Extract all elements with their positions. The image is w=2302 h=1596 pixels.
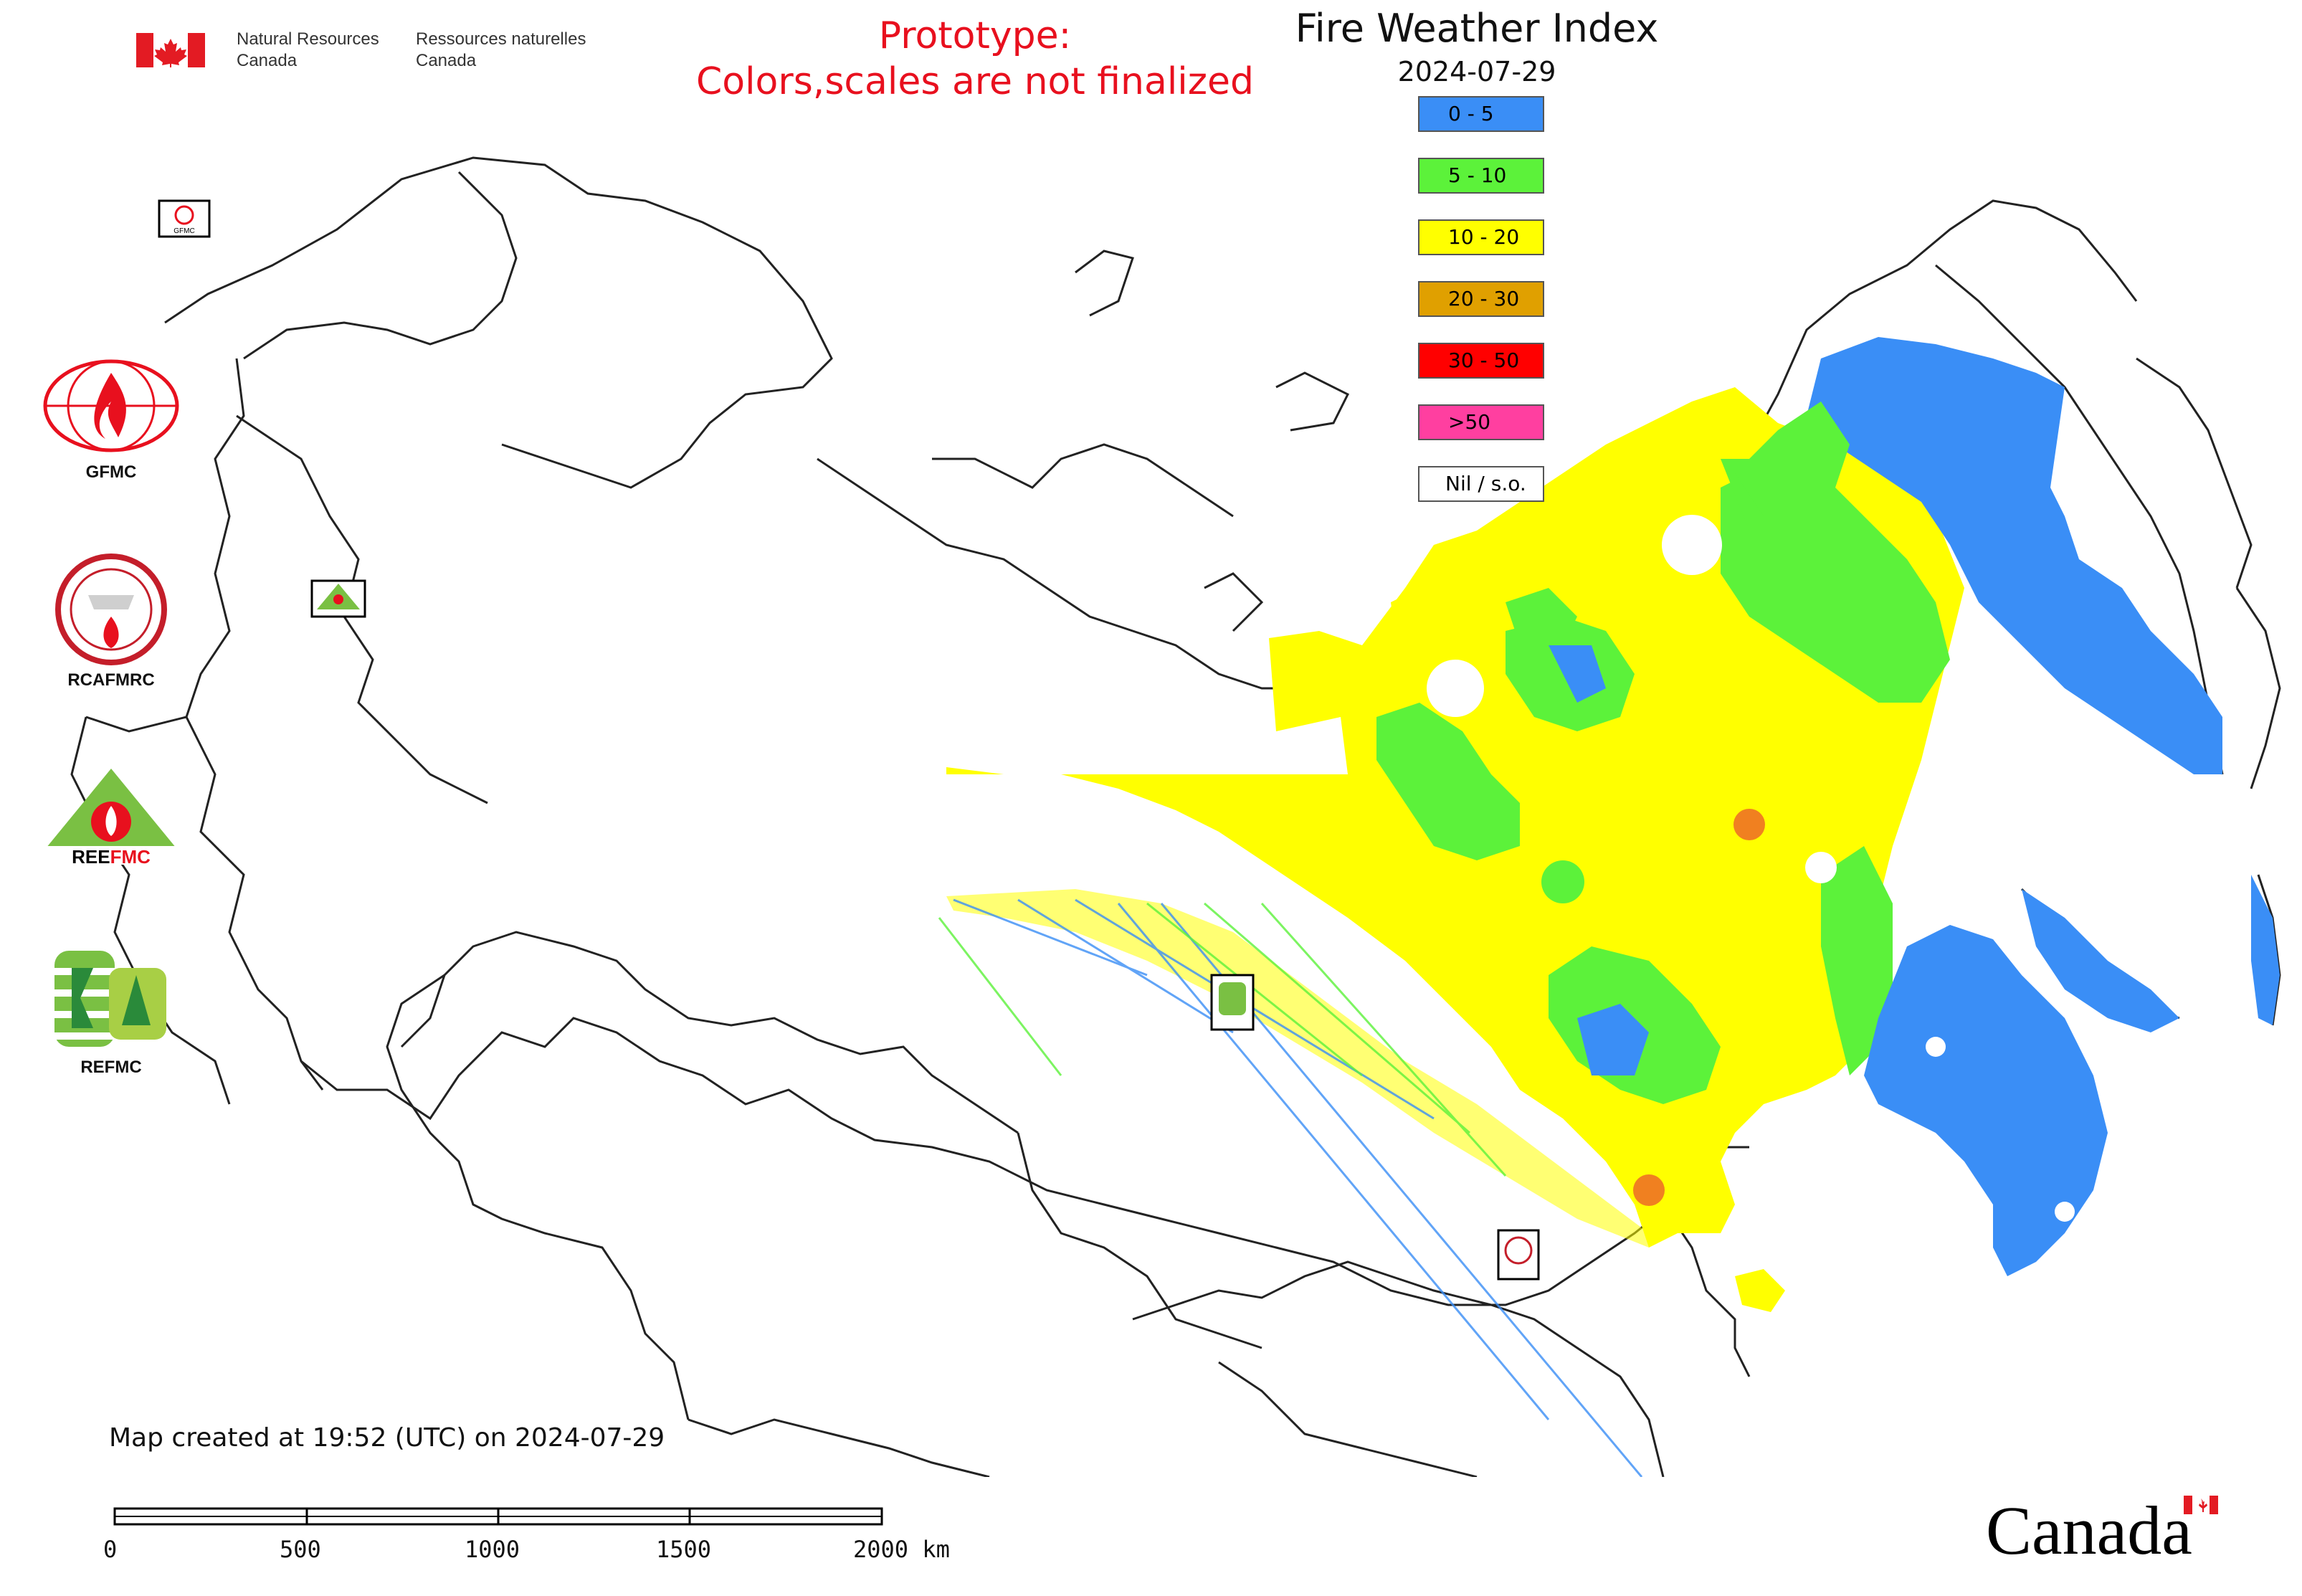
- logo-refmc[interactable]: REFMC: [29, 946, 194, 1078]
- refmc-logo-icon: [54, 951, 166, 1047]
- agency-en-line1: Natural Resources: [237, 29, 379, 49]
- legend-item-0-5: 0 - 5: [1418, 96, 1544, 132]
- map-marker-gfmc[interactable]: GFMC: [158, 199, 211, 238]
- legend-label: 30 - 50: [1448, 348, 1520, 372]
- logo-gfmc[interactable]: GFMC: [29, 358, 194, 483]
- logo-label-rcafmrc: RCAFMRC: [67, 670, 155, 690]
- logo-label-gfmc: GFMC: [85, 462, 137, 482]
- legend-label: 5 - 10: [1448, 163, 1507, 187]
- nrcan-signature: Natural Resources Canada Ressources natu…: [136, 29, 638, 75]
- legend-item-10-20: 10 - 20: [1418, 219, 1544, 255]
- legend-label: 0 - 5: [1448, 102, 1494, 125]
- gfmc-logo-icon: [43, 359, 179, 452]
- fwi-raster: [938, 337, 2280, 1477]
- legend-item-50-plus: >50: [1418, 404, 1544, 440]
- agency-fr-line1: Ressources naturelles: [416, 29, 586, 49]
- logo-label-refmc: REFMC: [80, 1058, 142, 1077]
- scale-bar: 0 500 1000 1500 2000 km: [103, 1501, 968, 1587]
- legend-label: Nil / s.o.: [1445, 472, 1526, 495]
- reefmc-logo-icon: REEFMC: [37, 769, 186, 868]
- agency-en-line2: Canada: [237, 51, 298, 70]
- svg-text:REEFMC: REEFMC: [72, 846, 151, 868]
- canada-wordmark-flag-icon: [2184, 1496, 2218, 1514]
- legend-item-20-30: 20 - 30: [1418, 281, 1544, 317]
- rcafmrc-logo-icon: [55, 554, 167, 665]
- agency-fr-line2: Canada: [416, 51, 477, 70]
- country-boundaries: [70, 156, 2281, 1477]
- canada-flag-icon: [136, 33, 205, 67]
- legend-item-5-10: 5 - 10: [1418, 158, 1544, 194]
- map-marker-refmc[interactable]: [1210, 974, 1255, 1031]
- canada-wordmark: Canada: [1986, 1491, 2230, 1570]
- prototype-notice: Prototype: Colors,scales are not finaliz…: [660, 13, 1290, 105]
- scale-label-1500: 1500: [656, 1536, 712, 1563]
- prototype-line2: Colors,scales are not finalized: [695, 60, 1255, 103]
- scale-label-2000-km: 2000 km: [853, 1536, 950, 1563]
- legend-item-30-50: 30 - 50: [1418, 343, 1544, 379]
- scale-label-1000: 1000: [465, 1536, 520, 1563]
- legend-label: >50: [1448, 410, 1491, 434]
- legend-item-nil: Nil / s.o.: [1418, 466, 1544, 502]
- legend-label: 10 - 20: [1448, 225, 1520, 249]
- scale-label-500: 500: [280, 1536, 321, 1563]
- logo-reefmc[interactable]: REEFMC: [29, 763, 194, 873]
- canada-wordmark-text: Canada: [1986, 1492, 2192, 1569]
- scale-bar-graphic: [113, 1507, 883, 1526]
- prototype-line1: Prototype:: [878, 14, 1072, 57]
- map-marker-reefmc[interactable]: [310, 579, 366, 618]
- fwi-map[interactable]: GFMC: [0, 86, 2302, 1477]
- legend-label: 20 - 30: [1448, 287, 1520, 310]
- marker-label: GFMC: [173, 227, 194, 235]
- logo-rcafmrc[interactable]: RCAFMRC: [29, 552, 194, 691]
- map-date: 2024-07-29: [1397, 56, 1556, 87]
- scale-label-0: 0: [103, 1536, 118, 1563]
- map-marker-rcafmrc[interactable]: [1497, 1229, 1540, 1281]
- map-title: Fire Weather Index: [1295, 6, 1659, 51]
- map-created-text: Map created at 19:52 (UTC) on 2024-07-29: [109, 1423, 665, 1453]
